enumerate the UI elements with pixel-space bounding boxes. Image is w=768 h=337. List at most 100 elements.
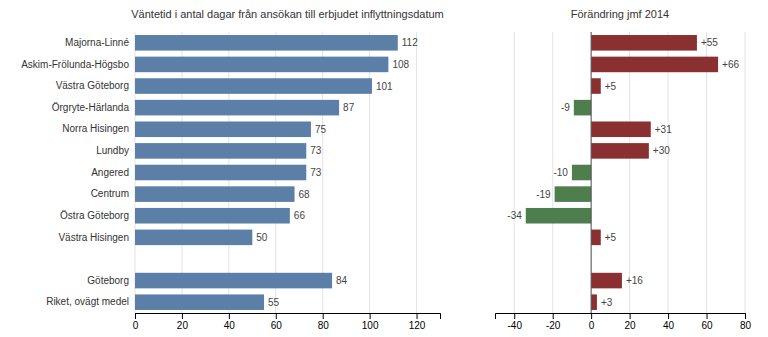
bar [135,165,306,181]
tick: Västra Göteborg [56,80,129,91]
bars [135,35,398,310]
data-label: 73 [310,145,322,156]
tick-label: Riket, ovägt medel [46,296,129,307]
data-label: 84 [336,275,348,286]
data-label: -34 [507,210,522,221]
bar [135,121,311,137]
grid-line [629,32,630,313]
tick-label: 100 [362,320,379,331]
grid-line [514,32,515,313]
data-label: 68 [299,189,311,200]
bar [135,294,264,310]
tick-label: 20 [177,320,189,331]
title: Väntetid i antal dagar från ansökan till… [131,8,443,20]
tick: 100 [362,313,379,331]
axis-line [136,314,441,320]
tick: Askim-Frölunda-Högsbo [21,59,129,70]
grid [135,32,417,313]
grid-line [322,32,323,313]
bar [591,121,651,137]
tick: Norra Hisingen [62,123,129,134]
tick-label: Örgryte-Härlanda [52,102,130,113]
tick: Riket, ovägt medel [46,296,129,307]
bar [591,57,718,73]
tick-mark [229,313,230,319]
data-label: +30 [653,145,670,156]
panel: 1121081018775737368665084550204060801001… [21,32,440,331]
tick: Örgryte-Härlanda [52,102,130,113]
bar [555,186,592,202]
bar [135,230,252,246]
tick: 80 [740,313,752,331]
tick-mark [514,313,515,319]
bar [135,186,295,202]
x-axis: -40-20020406080 [496,313,752,331]
data-label: 50 [256,232,268,243]
tick-label: Centrum [91,188,129,199]
tick-label: 60 [701,320,713,331]
tick-mark [668,313,669,319]
tick-mark [630,313,631,319]
data-label: 87 [343,102,355,113]
zero-line [591,32,592,313]
bar [135,208,290,224]
tick-label: Angered [91,167,129,178]
tick: Göteborg [87,275,129,286]
data-label: 112 [402,37,418,48]
bar [591,273,622,289]
tick-label: -20 [546,320,561,331]
data-label: +66 [722,59,739,70]
bar [135,273,332,289]
tick-mark [707,313,708,319]
tick: 0 [589,313,595,331]
data-label: 73 [310,167,322,178]
data-label: 66 [294,210,306,221]
tick: 60 [701,313,713,331]
bar [591,78,601,94]
tick-label: Västra Göteborg [56,80,129,91]
data-labels: +55+66+5-9+31+30-10-19-34+5+16+3 [507,37,739,307]
bar [591,230,601,246]
tick-label: Göteborg [87,275,129,286]
data-label: +5 [605,81,617,92]
bar [591,294,597,310]
tick-label: 20 [625,320,637,331]
tick-mark [370,313,371,319]
x-axis: 020406080100120 [133,313,441,331]
bar [591,35,697,51]
tick: -40 [508,313,523,331]
tick: 20 [177,313,189,331]
tick: 80 [318,313,330,331]
panel: +55+66+5-9+31+30-10-19-34+5+16+3-40-2002… [496,32,752,331]
grid [514,32,745,313]
tick-label: 120 [409,320,426,331]
data-label: 75 [315,124,327,135]
tick: 60 [271,313,283,331]
bar [135,100,339,116]
grid-line [668,32,669,313]
tick-label: Västra Hisingen [58,232,129,243]
tick-label: 40 [224,320,236,331]
tick-label: Lundby [96,145,129,156]
data-label: -19 [536,189,551,200]
grid-line [745,32,746,313]
data-labels: 112108101877573736866508455 [256,37,418,307]
bar [135,78,372,94]
data-label: 108 [392,59,409,70]
tick-label: 60 [271,320,283,331]
tick: -20 [546,313,561,331]
data-label: +5 [605,232,617,243]
tick-mark [182,313,183,319]
tick: Västra Hisingen [58,232,129,243]
data-label: -9 [561,102,570,113]
bar [526,208,591,224]
tick: 20 [625,313,637,331]
bar [572,165,591,181]
tick-label: Östra Göteborg [60,210,129,221]
tick-label: Majorna-Linné [65,37,129,48]
tick-label: Norra Hisingen [62,123,129,134]
tick-label: 80 [740,320,752,331]
grid-line [416,32,417,313]
grid-line [369,32,370,313]
tick: Majorna-Linné [65,37,129,48]
